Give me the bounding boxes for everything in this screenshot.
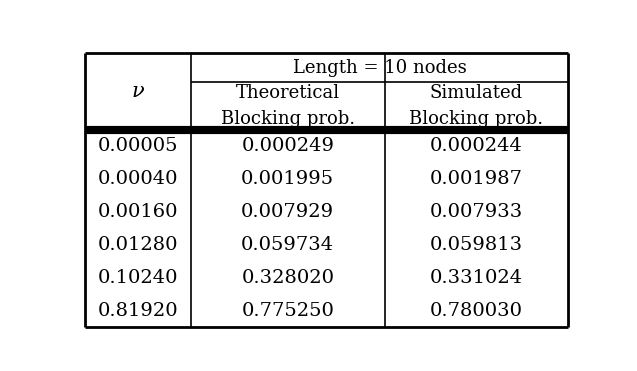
Text: 0.007933: 0.007933 xyxy=(430,203,523,221)
Text: 0.001995: 0.001995 xyxy=(241,170,334,188)
Text: 0.10240: 0.10240 xyxy=(97,269,178,287)
Text: 0.00005: 0.00005 xyxy=(97,137,178,155)
Text: 0.81920: 0.81920 xyxy=(97,302,178,320)
Text: 0.01280: 0.01280 xyxy=(97,236,178,254)
Text: 0.00040: 0.00040 xyxy=(97,170,178,188)
Text: 0.775250: 0.775250 xyxy=(241,302,334,320)
Text: 0.059813: 0.059813 xyxy=(430,236,523,254)
Text: 0.001987: 0.001987 xyxy=(430,170,523,188)
Text: 0.000249: 0.000249 xyxy=(241,137,334,155)
Text: 0.780030: 0.780030 xyxy=(430,302,523,320)
Text: 0.059734: 0.059734 xyxy=(241,236,334,254)
Text: 0.00160: 0.00160 xyxy=(97,203,178,221)
Text: 0.000244: 0.000244 xyxy=(430,137,523,155)
Text: Blocking prob.: Blocking prob. xyxy=(410,110,543,128)
Text: Length = 10 nodes: Length = 10 nodes xyxy=(293,59,466,77)
Text: 0.331024: 0.331024 xyxy=(430,269,523,287)
Text: Blocking prob.: Blocking prob. xyxy=(220,110,355,128)
Text: Theoretical: Theoretical xyxy=(236,84,340,102)
Text: Simulated: Simulated xyxy=(430,84,523,102)
Text: 0.328020: 0.328020 xyxy=(241,269,334,287)
Text: ν: ν xyxy=(131,82,144,101)
Text: 0.007929: 0.007929 xyxy=(241,203,334,221)
